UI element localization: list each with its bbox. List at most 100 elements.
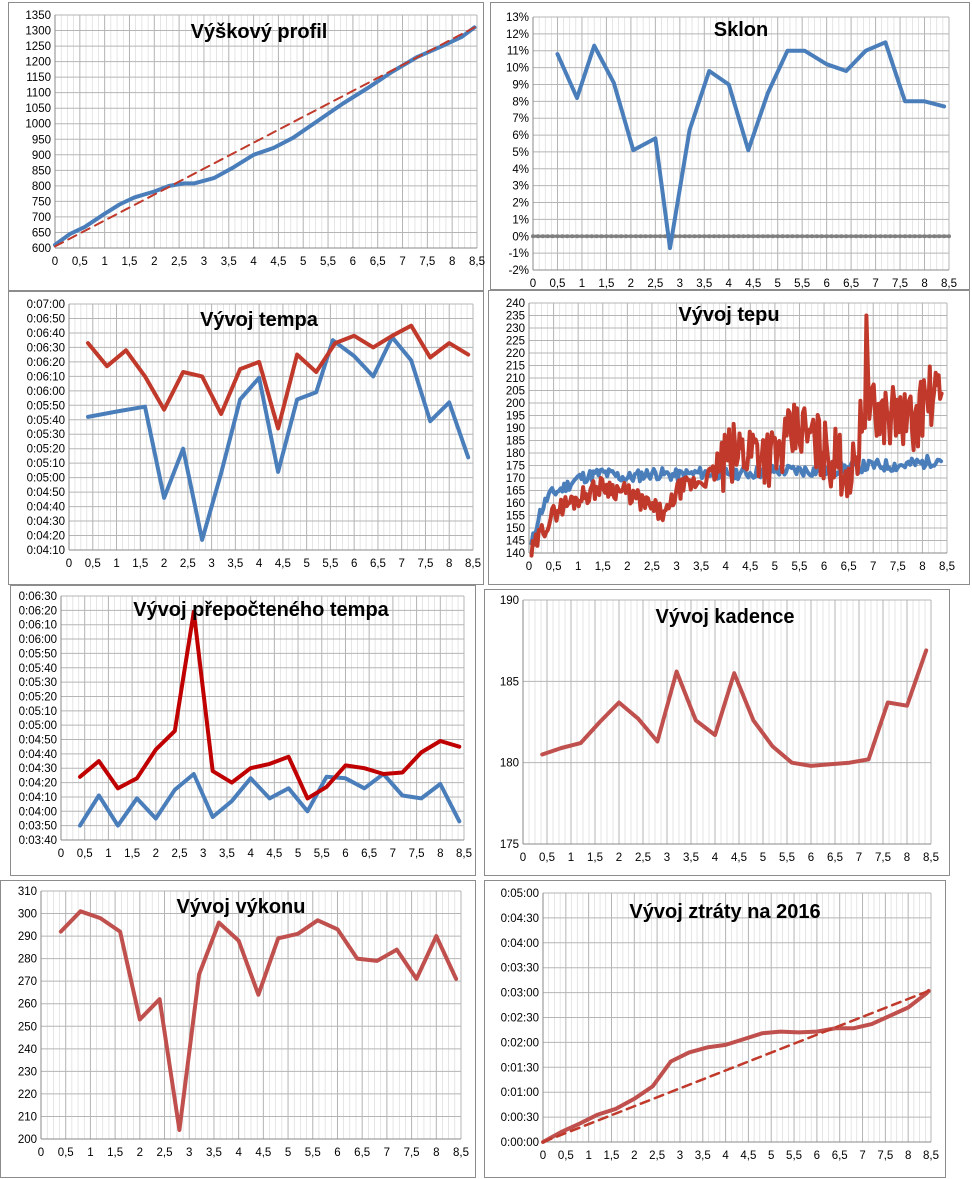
- x-tick-label: 6,5: [841, 561, 857, 573]
- x-tick-label: 3,5: [219, 848, 235, 860]
- y-tick-label: 0:04:30: [19, 763, 57, 775]
- x-tick-label: 7: [859, 1150, 865, 1162]
- y-tick-label: 0:04:10: [19, 792, 57, 804]
- x-tick-label: 2: [137, 1147, 143, 1159]
- x-tick-label: 7: [872, 278, 878, 290]
- y-tick-label: 150: [506, 523, 525, 535]
- x-tick-label: 6: [351, 558, 357, 570]
- x-tick-label: 1: [113, 558, 119, 570]
- y-tick-label: 250: [18, 1021, 37, 1033]
- series-point: [565, 234, 570, 239]
- y-tick-label: 155: [506, 511, 525, 523]
- y-tick-label: 260: [18, 999, 37, 1011]
- series-point: [746, 234, 751, 239]
- x-tick-label: 8,5: [469, 256, 485, 268]
- x-tick-label: 5: [768, 1150, 774, 1162]
- series-point: [535, 234, 540, 239]
- series-point: [594, 234, 599, 239]
- x-tick-label: 1,5: [124, 848, 140, 860]
- y-tick-label: 1350: [25, 10, 51, 22]
- chart-title: Vývoj ztráty na 2016: [629, 901, 820, 923]
- x-tick-label: 0,5: [85, 558, 101, 570]
- y-tick-label: 170: [506, 473, 525, 485]
- y-tick-label: 240: [506, 298, 525, 310]
- x-tick-label: 7,5: [890, 561, 906, 573]
- gridlines: [542, 892, 932, 1143]
- x-tick-label: 8: [904, 852, 910, 864]
- x-tick-label: 4: [235, 1147, 242, 1159]
- y-tick-label: 0:02:00: [501, 1037, 539, 1049]
- chart-panel-vyvoj-ztraty: 0:00:00 0:00:30 0:01:00 0:01:30 0:02:00 0:02:…: [484, 880, 946, 1178]
- series-line-1: [54, 26, 476, 248]
- series-point: [614, 234, 619, 239]
- series-point: [844, 234, 849, 239]
- y-tick-label: 9%: [512, 79, 529, 91]
- series-point: [927, 234, 932, 239]
- x-tick-label: 5: [285, 1147, 291, 1159]
- y-tick-label: 6%: [512, 130, 529, 142]
- series-point: [858, 234, 863, 239]
- x-tick-label: 0: [540, 1150, 546, 1162]
- series-line-0: [78, 772, 462, 828]
- chart-title: Vývoj výkonu: [177, 896, 306, 918]
- x-tick-label: 8,5: [456, 848, 472, 860]
- x-tick-label: 6: [823, 278, 829, 290]
- x-tick-label: 3: [664, 852, 670, 864]
- y-tick-label: 0:05:30: [27, 429, 65, 441]
- x-tick-label: 3: [186, 1147, 192, 1159]
- y-tick-label: 220: [506, 348, 525, 360]
- y-tick-label: 900: [32, 150, 51, 162]
- x-tick-label: 7,5: [404, 1147, 420, 1159]
- y-tick-label: 0:04:50: [27, 487, 65, 499]
- series-point: [716, 234, 721, 239]
- series-point: [531, 234, 535, 239]
- x-tick-label: 0: [66, 558, 72, 570]
- series-point: [868, 234, 873, 239]
- y-tick-label: 5%: [512, 147, 529, 159]
- x-tick-label: 7: [399, 256, 405, 268]
- x-tick-label: 6: [808, 852, 814, 864]
- series-point: [619, 234, 624, 239]
- series-line-0: [529, 453, 944, 546]
- gridlines: [40, 890, 462, 1140]
- x-tick-label: 0,5: [77, 848, 93, 860]
- y-tick-label: 13%: [506, 12, 529, 24]
- x-tick-label: 2: [616, 852, 622, 864]
- x-tick-label: 7: [870, 561, 876, 573]
- chart-svg: -2% -1% 0% 1% 2% 3% 4% 5% 6% 7% 8% 9% 10% 11% 12% 13% 0 0…: [506, 12, 957, 290]
- y-tick-label: 0:06:00: [27, 386, 65, 398]
- y-tick-label: 0:03:40: [19, 835, 57, 847]
- y-tick-label: 0:04:10: [27, 545, 65, 557]
- y-tick-label: 1200: [25, 57, 51, 69]
- y-tick-label: 0:05:00: [27, 473, 65, 485]
- x-tick-label: 2,5: [180, 558, 196, 570]
- chart-panel-vyvoj-tempa: 0:04:10 0:04:20 0:04:30 0:04:40 0:04:50 0:05:…: [8, 291, 484, 585]
- y-tick-label: 0:04:40: [27, 502, 65, 514]
- x-tick-label: 5: [772, 561, 778, 573]
- x-tick-label: 1: [575, 561, 581, 573]
- x-tick-label: 6,5: [354, 1147, 370, 1159]
- x-tick-label: 6: [814, 1150, 820, 1162]
- x-tick-label: 5: [295, 848, 301, 860]
- x-tick-label: 2,5: [171, 256, 187, 268]
- y-tick-label: 185: [506, 436, 525, 448]
- series-point: [775, 234, 780, 239]
- y-tick-label: 0:06:10: [19, 620, 57, 632]
- series-point: [947, 234, 951, 239]
- series-point: [893, 234, 898, 239]
- y-tick-label: 280: [18, 954, 37, 966]
- series-point: [942, 234, 947, 239]
- x-tick-label: 6,5: [370, 256, 386, 268]
- x-tick-label: 1: [101, 256, 107, 268]
- x-tick-label: 8: [437, 848, 443, 860]
- x-tick-label: 4: [726, 278, 733, 290]
- series-point: [898, 234, 903, 239]
- chart-panel-vyvoj-vykonu: 200 210 220 230 240 250 260 270 280 290 300 310 0 0,5…: [0, 880, 476, 1178]
- y-tick-label: 11%: [507, 46, 529, 58]
- y-tick-label: 175: [500, 839, 519, 851]
- y-tick-label: 0:00:30: [501, 1112, 539, 1124]
- chart-title: Výškový profil: [191, 21, 328, 43]
- x-tick-label: 3: [673, 561, 679, 573]
- y-tick-label: 800: [32, 181, 51, 193]
- y-tick-label: 0:04:30: [27, 516, 65, 528]
